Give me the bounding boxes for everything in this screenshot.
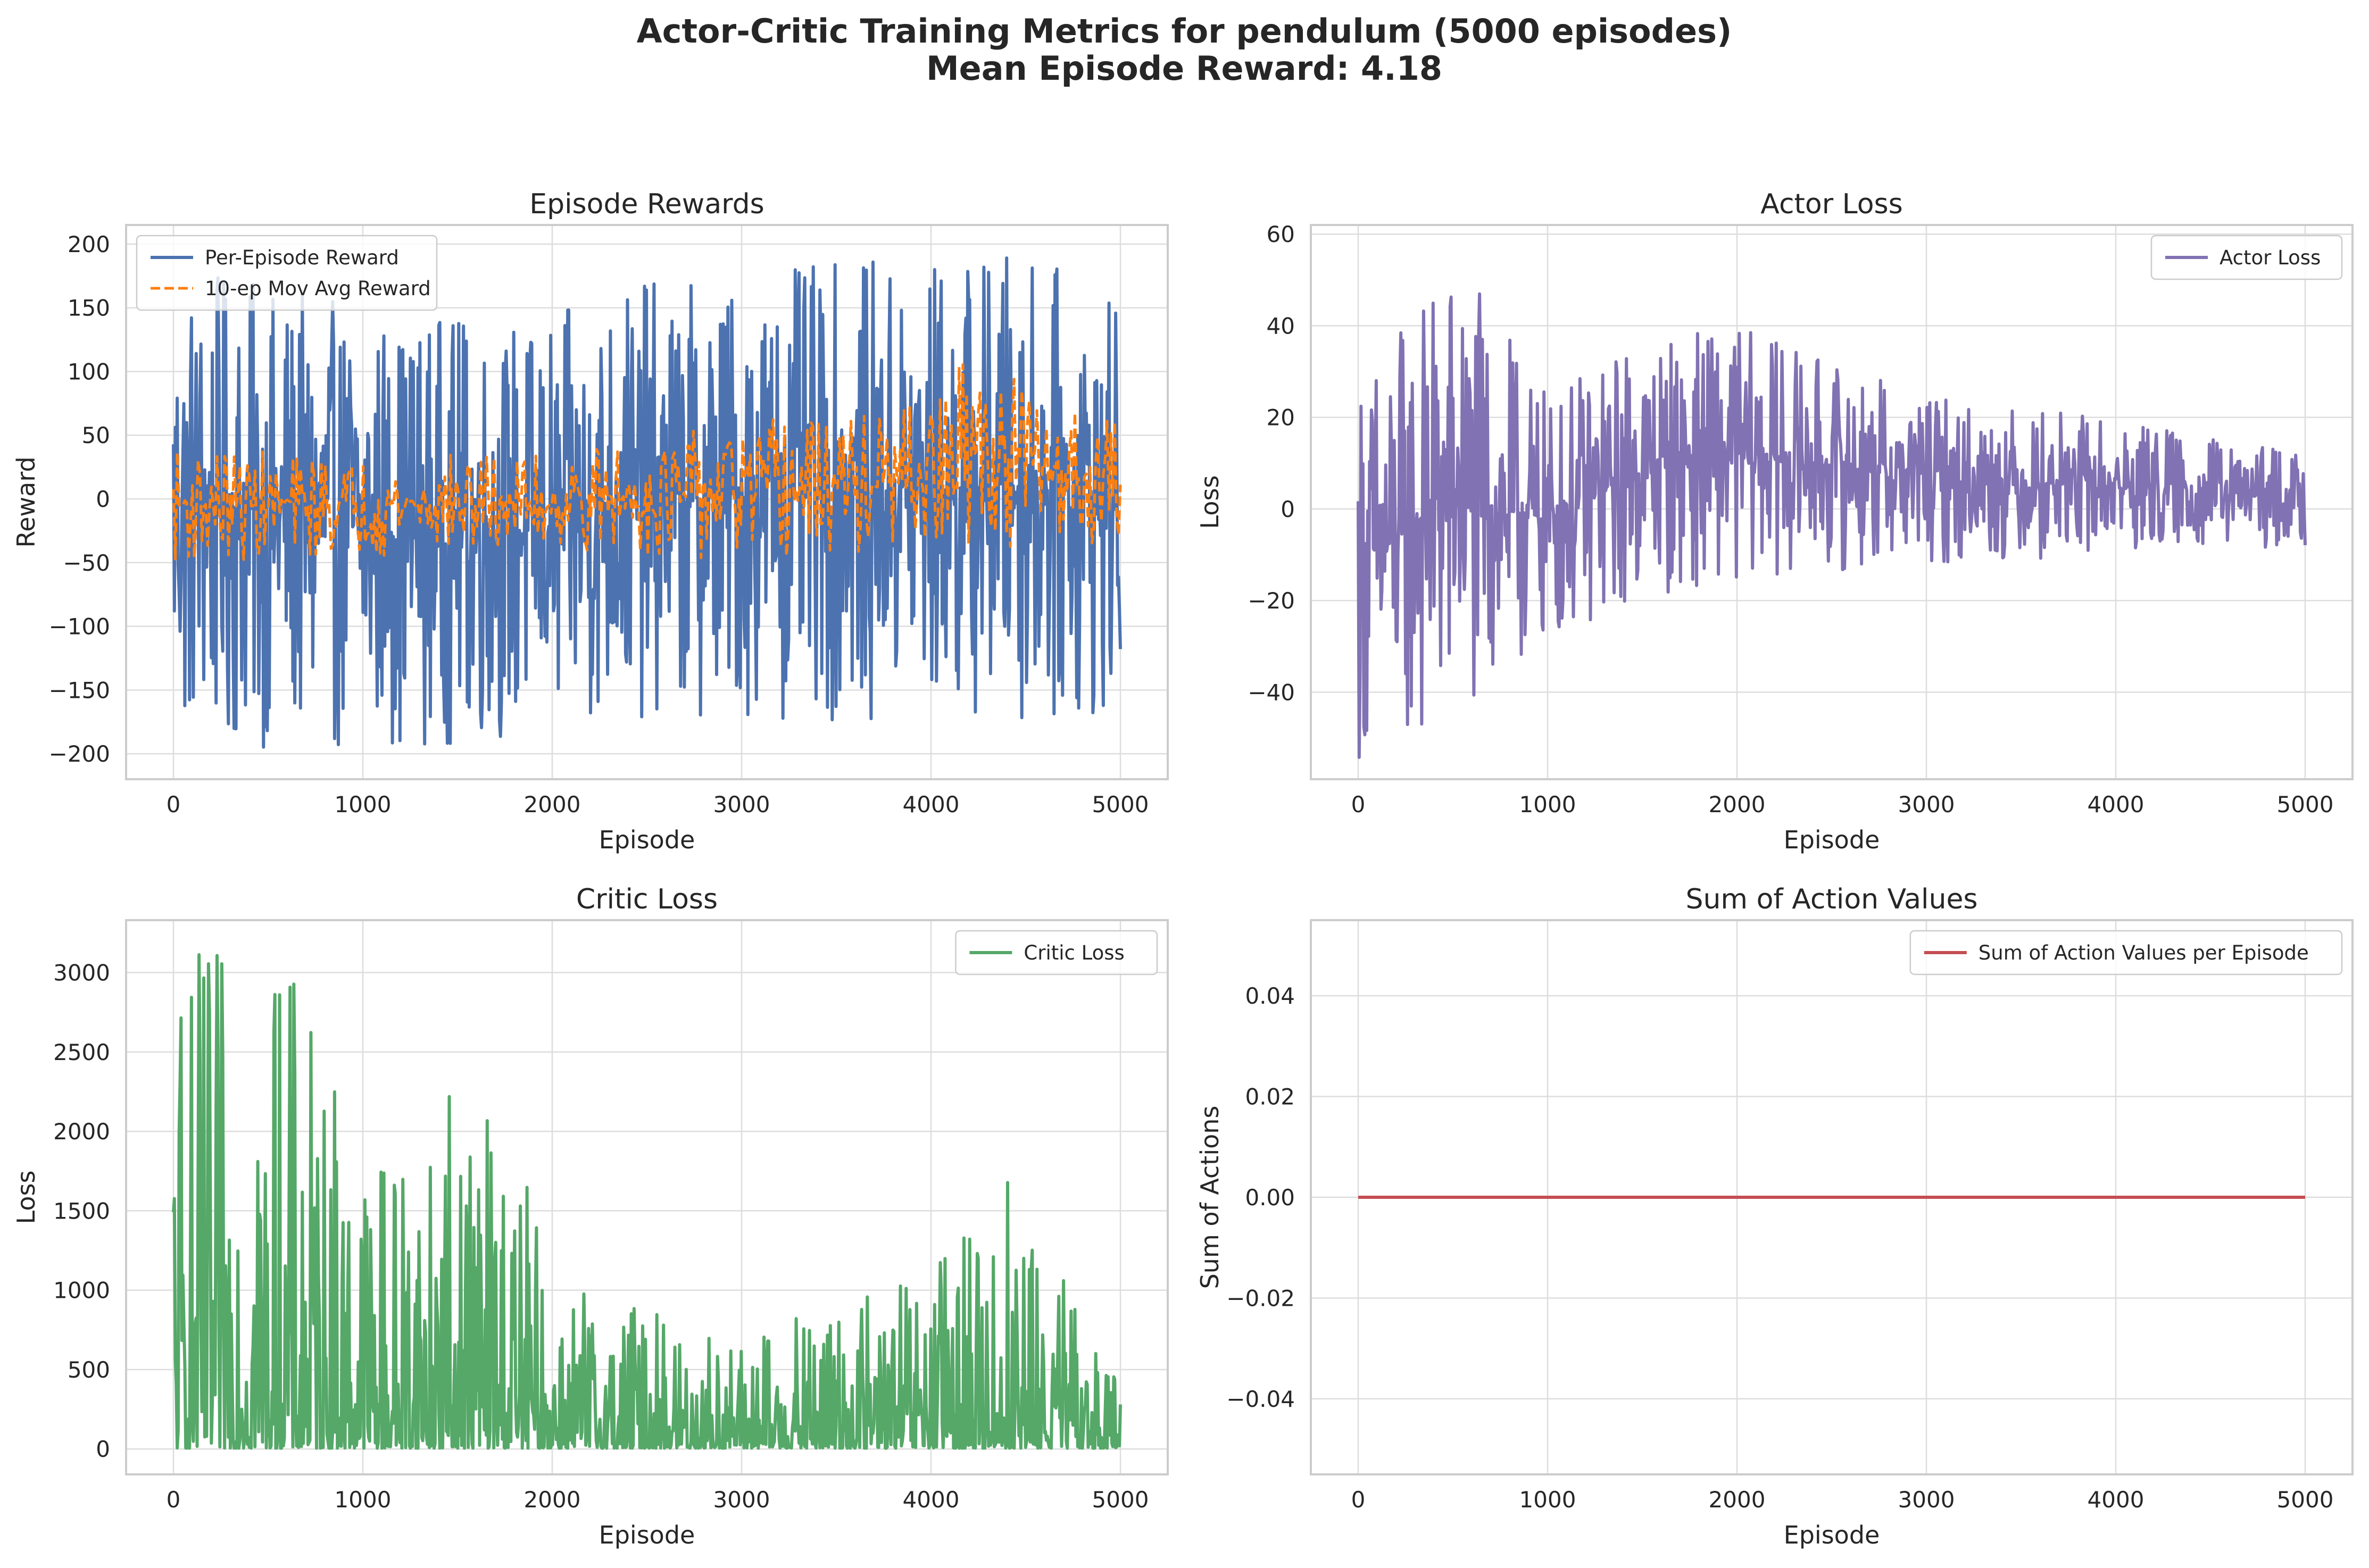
axes-title: Sum of Action Values — [1685, 883, 1977, 915]
y-tick-label: 60 — [1267, 221, 1295, 247]
legend-label-1: Actor Loss — [2220, 246, 2321, 269]
x-tick-label: 0 — [167, 1487, 181, 1513]
y-tick-label: 100 — [68, 358, 110, 385]
legend: Per-Episode Reward 10-ep Mov Avg Reward — [136, 235, 438, 311]
x-tick-label: 4000 — [903, 1487, 960, 1513]
y-axis-label: Sum of Actions — [1195, 1106, 1224, 1289]
y-tick-label: −40 — [1248, 679, 1295, 705]
x-tick-label: 3000 — [713, 1487, 770, 1513]
y-tick-label: 200 — [68, 231, 110, 257]
y-axis-label: Loss — [12, 1171, 40, 1224]
axes-title: Episode Rewards — [529, 188, 764, 220]
x-tick-label: 4000 — [2088, 1487, 2144, 1513]
x-tick-label: 1000 — [335, 791, 392, 818]
y-tick-label: 0.00 — [1245, 1185, 1295, 1211]
x-axis-label: Episode — [599, 1521, 695, 1549]
y-tick-label: 3000 — [53, 960, 110, 986]
legend-box — [2150, 235, 2343, 280]
y-tick-label: 0 — [1281, 496, 1295, 522]
axes-frame — [125, 224, 1169, 780]
y-axis-label: Loss — [1195, 476, 1224, 529]
chart-panel-1: 0 1000 2000 3000 4000 5000 −200 −150 −100 −50 0 50 1… — [12, 188, 1169, 854]
legend: Actor Loss — [2150, 235, 2343, 280]
y-tick-label: 20 — [1267, 405, 1295, 431]
y-tick-label: −100 — [49, 614, 110, 640]
x-tick-label: 3000 — [713, 791, 770, 818]
x-tick-label: 1000 — [335, 1487, 392, 1513]
y-tick-label: −20 — [1248, 588, 1295, 614]
figure-suptitle-line2: Mean Episode Reward: 4.18 — [926, 49, 1442, 88]
y-tick-label: 0 — [96, 486, 110, 512]
axes-title: Critic Loss — [576, 883, 718, 915]
legend: Sum of Action Values per Episode — [1909, 930, 2343, 975]
x-axis-label: Episode — [599, 825, 695, 854]
x-tick-label: 5000 — [2277, 1487, 2334, 1513]
y-tick-label: −50 — [63, 550, 110, 576]
x-tick-label: 5000 — [2277, 791, 2334, 818]
y-tick-label: 0.02 — [1245, 1084, 1295, 1110]
x-tick-label: 2000 — [1709, 791, 1766, 818]
legend: Critic Loss — [955, 930, 1158, 975]
series-line-1 — [172, 953, 1122, 1450]
chart-panel-4: 0 1000 2000 3000 4000 5000 −0.04 −0.02 0.00 0.02 0… — [1195, 883, 2354, 1549]
y-tick-label: 40 — [1267, 313, 1295, 339]
legend-box — [955, 930, 1158, 975]
y-tick-label: 2500 — [53, 1039, 110, 1065]
y-tick-label: 0.04 — [1245, 983, 1295, 1009]
x-tick-label: 4000 — [903, 791, 960, 818]
y-tick-label: −150 — [49, 677, 110, 703]
y-tick-label: 50 — [82, 422, 110, 448]
axes-frame — [1310, 919, 2354, 1475]
x-tick-label: 1000 — [1519, 791, 1576, 818]
figure-suptitle-line1: Actor-Critic Training Metrics for pendul… — [637, 12, 1732, 51]
y-tick-label: 500 — [68, 1357, 110, 1383]
legend-label-1: Sum of Action Values per Episode — [1979, 941, 2309, 964]
y-tick-label: −0.02 — [1226, 1285, 1295, 1311]
x-tick-label: 3000 — [1898, 791, 1955, 818]
x-tick-label: 1000 — [1519, 1487, 1576, 1513]
x-tick-label: 5000 — [1092, 1487, 1149, 1513]
series-group — [1357, 292, 2307, 759]
axes-frame — [1310, 224, 2354, 780]
y-tick-label: −0.04 — [1226, 1386, 1295, 1412]
x-axis-label: Episode — [1784, 1521, 1880, 1549]
axes-frame — [125, 919, 1169, 1475]
y-tick-label: −200 — [49, 741, 110, 767]
y-tick-label: 1500 — [53, 1198, 110, 1224]
legend-label-2: 10-ep Mov Avg Reward — [205, 277, 431, 300]
series-group — [172, 256, 1122, 749]
x-tick-label: 4000 — [2088, 791, 2144, 818]
y-axis-label: Reward — [12, 456, 40, 547]
x-tick-label: 0 — [167, 791, 181, 818]
series-group — [172, 953, 1122, 1450]
y-tick-label: 2000 — [53, 1119, 110, 1145]
legend-label-1: Per-Episode Reward — [205, 246, 399, 269]
chart-panel-3: 0 1000 2000 3000 4000 5000 0 500 1000 1500 2000 250… — [12, 883, 1169, 1549]
y-tick-label: 1000 — [53, 1278, 110, 1304]
x-tick-label: 5000 — [1092, 791, 1149, 818]
legend-box — [1909, 930, 2343, 975]
x-tick-label: 3000 — [1898, 1487, 1955, 1513]
series-line-1 — [1357, 292, 2307, 759]
axes-title: Actor Loss — [1760, 188, 1902, 220]
series-line-2 — [172, 363, 1122, 561]
x-tick-label: 2000 — [524, 1487, 581, 1513]
legend-label-1: Critic Loss — [1024, 941, 1124, 964]
chart-panel-2: 0 1000 2000 3000 4000 5000 −40 −20 0 20 40 60 Actor … — [1195, 188, 2354, 854]
x-axis-label: Episode — [1784, 825, 1880, 854]
y-tick-label: 150 — [68, 295, 110, 321]
x-tick-label: 0 — [1351, 1487, 1366, 1513]
legend-box — [136, 235, 438, 311]
chart-panels: 0 1000 2000 3000 4000 5000−200−150−100−500501… — [12, 188, 2354, 1549]
y-tick-label: 0 — [96, 1436, 110, 1462]
x-tick-label: 0 — [1351, 791, 1366, 818]
x-tick-label: 2000 — [524, 791, 581, 818]
x-tick-label: 2000 — [1709, 1487, 1766, 1513]
